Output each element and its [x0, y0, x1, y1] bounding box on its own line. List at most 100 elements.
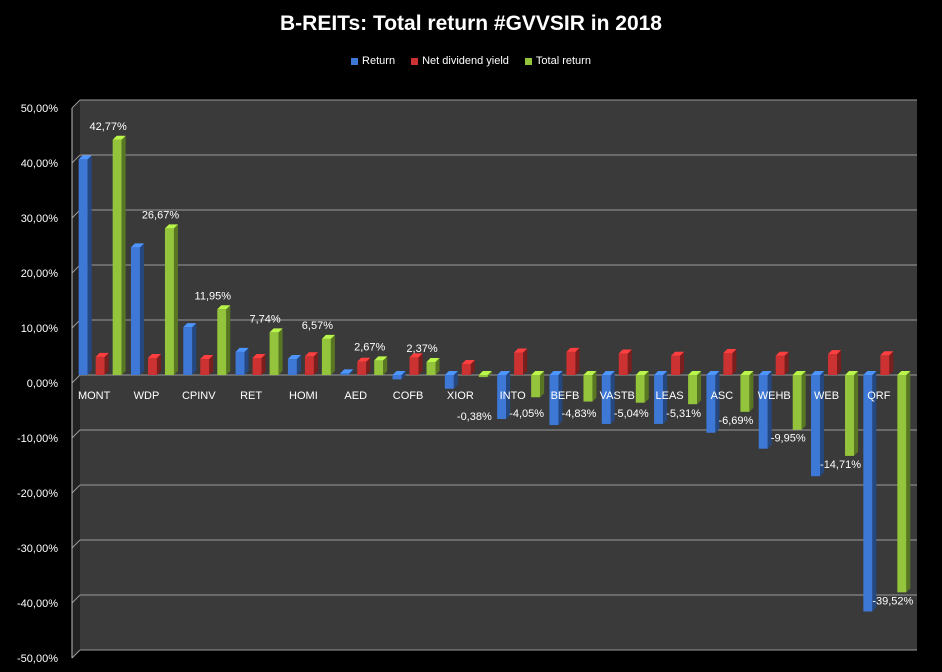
- bar-face-net-dividend-yield: [618, 353, 628, 375]
- bar-total-return: [112, 135, 126, 375]
- bar-side-return: [506, 371, 511, 419]
- x-tick-label: LEAS: [656, 390, 684, 402]
- bar-top-total-return: [217, 305, 231, 310]
- bar-side-net-dividend-yield: [627, 349, 632, 375]
- legend-label-total-return: Total return: [535, 55, 591, 67]
- bar-side-total-return: [226, 305, 231, 375]
- bar-top-total-return: [635, 371, 649, 375]
- bar-net-dividend-yield: [723, 349, 737, 375]
- bar-face-net-dividend-yield: [147, 357, 157, 375]
- bar-top-net-dividend-yield: [723, 349, 737, 353]
- bar-side-net-dividend-yield: [209, 355, 214, 375]
- bar-face-total-return: [845, 375, 855, 456]
- bar-net-dividend-yield: [252, 353, 266, 375]
- bar-face-total-return: [740, 375, 750, 412]
- bar-side-return: [820, 371, 825, 477]
- bar-net-dividend-yield: [461, 360, 475, 375]
- y-tick-label: -50,00%: [17, 653, 58, 665]
- bar-top-net-dividend-yield: [357, 357, 371, 362]
- legend-label-net-dividend-yield: Net dividend yield: [422, 55, 509, 67]
- bar-return: [78, 155, 92, 375]
- y-tick-label: 40,00%: [21, 158, 59, 170]
- bar-top-return: [497, 371, 511, 375]
- bar-face-total-return: [164, 228, 174, 375]
- bar-return: [549, 371, 563, 426]
- x-tick-label: ASC: [711, 390, 734, 402]
- bar-face-net-dividend-yield: [514, 352, 524, 375]
- bar-face-total-return: [426, 361, 436, 375]
- bar-return: [497, 371, 511, 419]
- x-tick-label: WEHB: [758, 390, 791, 402]
- bar-return: [654, 371, 668, 424]
- bar-face-net-dividend-yield: [671, 355, 681, 375]
- bar-face-return: [863, 375, 873, 612]
- data-label: -6,69%: [718, 415, 753, 427]
- bar-total-return: [426, 357, 440, 375]
- data-label: 2,37%: [406, 343, 437, 355]
- gridline-side: [71, 484, 81, 494]
- y-tick-label: 20,00%: [21, 268, 59, 280]
- bar-top-net-dividend-yield: [566, 347, 580, 352]
- bar-side-net-dividend-yield: [889, 351, 894, 375]
- bar-side-total-return: [435, 357, 440, 375]
- bar-face-net-dividend-yield: [880, 355, 890, 375]
- bar-total-return: [478, 371, 492, 378]
- bar-total-return: [897, 371, 911, 593]
- bar-face-total-return: [478, 375, 488, 378]
- bar-total-return: [531, 371, 545, 398]
- bar-side-total-return: [592, 371, 597, 402]
- bar-side-return: [349, 369, 354, 375]
- bar-side-net-dividend-yield: [732, 349, 737, 375]
- bar-side-net-dividend-yield: [575, 347, 580, 375]
- bar-return: [863, 371, 877, 612]
- y-tick-label: 50,00%: [21, 103, 59, 115]
- bar-top-return: [706, 371, 720, 375]
- bar-return: [287, 355, 301, 375]
- bar-top-return: [601, 371, 615, 375]
- bar-side-total-return: [697, 371, 702, 405]
- bar-top-return: [130, 243, 144, 248]
- bar-side-total-return: [121, 135, 126, 375]
- bar-total-return: [792, 371, 806, 430]
- bar-side-net-dividend-yield: [313, 352, 318, 375]
- bar-side-return: [87, 155, 92, 375]
- bar-face-net-dividend-yield: [95, 356, 105, 375]
- bar-top-net-dividend-yield: [200, 355, 214, 360]
- y-tick-label: -40,00%: [17, 598, 58, 610]
- bar-return: [811, 371, 825, 477]
- bar-net-dividend-yield: [147, 353, 161, 375]
- bar-top-total-return: [112, 135, 126, 140]
- y-tick-label: -30,00%: [17, 543, 58, 555]
- bar-face-net-dividend-yield: [775, 355, 785, 375]
- bar-side-return: [244, 347, 249, 375]
- bar-top-return: [811, 371, 825, 375]
- bar-top-total-return: [269, 328, 283, 333]
- bar-top-net-dividend-yield: [252, 353, 266, 358]
- bar-net-dividend-yield: [775, 351, 789, 375]
- gridline-side: [71, 649, 81, 659]
- bar-face-return: [287, 359, 297, 375]
- bar-top-total-return: [164, 224, 178, 229]
- x-tick-label: CPINV: [182, 390, 216, 402]
- bar-face-total-return: [635, 375, 645, 403]
- bar-net-dividend-yield: [409, 353, 423, 375]
- bar-side-net-dividend-yield: [784, 351, 789, 375]
- data-label: 26,67%: [142, 209, 180, 221]
- bar-side-return: [558, 371, 563, 426]
- bar-side-total-return: [330, 334, 335, 375]
- gridline-side: [71, 429, 81, 439]
- bar-top-net-dividend-yield: [461, 360, 475, 364]
- bar-top-total-return: [845, 371, 859, 375]
- bar-side-total-return: [173, 224, 178, 375]
- data-label: -0,38%: [457, 411, 492, 423]
- bar-face-total-return: [531, 375, 541, 398]
- legend-label-return: Return: [362, 55, 396, 67]
- legend-item-net-dividend-yield: Net dividend yield: [411, 55, 509, 67]
- bar-top-total-return: [478, 371, 492, 375]
- bar-face-net-dividend-yield: [200, 359, 210, 375]
- y-tick-label: 30,00%: [21, 213, 59, 225]
- bar-face-return: [130, 247, 140, 375]
- bar-total-return: [845, 371, 859, 456]
- bar-face-total-return: [583, 375, 593, 402]
- bar-face-total-return: [217, 309, 227, 375]
